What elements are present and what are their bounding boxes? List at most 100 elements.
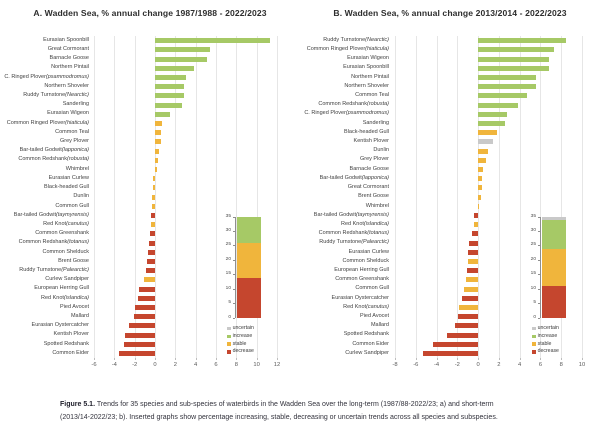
bar-decrease xyxy=(146,258,155,264)
bar-decrease xyxy=(447,332,479,338)
bar-increase xyxy=(155,84,185,90)
bar-increase xyxy=(478,93,528,99)
inset-y-tick-label: 20 xyxy=(530,256,536,262)
inset-y-tick-label: 5 xyxy=(533,300,536,306)
bar-stable xyxy=(155,166,157,172)
inset-y-tick xyxy=(233,245,235,247)
bar-decrease xyxy=(457,314,479,320)
species-label: Common Eider xyxy=(52,349,89,356)
subspecies-name: (Palearctic) xyxy=(361,239,389,246)
gridline xyxy=(582,36,583,358)
bar-uncertain xyxy=(478,139,493,145)
bar-stable xyxy=(464,286,479,292)
species-label: Sanderling xyxy=(362,119,389,126)
legend-swatch-decrease xyxy=(227,350,231,354)
bar-stable xyxy=(474,222,479,228)
species-label: Grey Plover xyxy=(359,156,389,163)
species-label: Dunlin xyxy=(73,193,89,200)
x-tick xyxy=(94,358,95,360)
species-label: Eurasian Wigeon xyxy=(47,110,89,117)
bar-increase xyxy=(155,102,182,108)
x-tick-label: 6 xyxy=(538,362,543,368)
figure-caption-text: Trends for 35 species and sub-species of… xyxy=(60,401,498,421)
x-tick-label: -6 xyxy=(413,362,419,368)
chart-title-b: B. Wadden Sea, % annual change 2013/2014… xyxy=(333,8,567,18)
species-label: Eurasian Oystercatcher xyxy=(331,294,389,301)
gridline xyxy=(415,36,417,358)
bar-stable xyxy=(155,148,159,154)
x-tick xyxy=(519,358,521,360)
inset-segment-uncertain xyxy=(542,217,566,220)
subspecies-name: (psammodromus) xyxy=(345,110,389,117)
x-tick-label: 10 xyxy=(578,362,586,368)
bar-stable xyxy=(155,120,162,126)
x-tick xyxy=(478,358,480,360)
species-label: Common Redshank (robusta) xyxy=(18,156,89,163)
legend-item-stable: stable xyxy=(227,341,254,347)
species-label: Ruddy Turnstone (Palearctic) xyxy=(19,266,89,273)
bar-decrease xyxy=(433,341,479,347)
inset-axis xyxy=(540,217,541,318)
inset-y-tick xyxy=(538,274,540,276)
species-label: Whimbrel xyxy=(65,165,89,172)
bar-stable xyxy=(152,185,155,191)
bar-stable xyxy=(478,166,483,172)
species-label: Common Shelduck xyxy=(342,257,389,264)
species-label: Bar-tailed Godwit (lapponica) xyxy=(319,174,389,181)
species-label: C. Ringed Plover (psammodromus) xyxy=(304,110,389,117)
x-tick xyxy=(155,358,156,360)
legend-swatch-stable xyxy=(532,342,536,346)
inset-y-tick-label: 10 xyxy=(530,285,536,291)
bar-increase xyxy=(155,38,270,44)
x-tick xyxy=(415,358,417,360)
x-tick xyxy=(436,358,438,360)
species-label: Eurasian Oystercatcher xyxy=(31,322,89,329)
bar-decrease xyxy=(149,231,155,237)
x-tick-label: 6 xyxy=(214,362,218,368)
legend-swatch-uncertain xyxy=(532,326,536,331)
x-tick xyxy=(561,358,563,360)
inset-y-tick-label: 0 xyxy=(533,314,536,320)
species-label: Pied Avocet xyxy=(60,303,89,310)
legend-item-decrease: decrease xyxy=(227,349,254,354)
subspecies-name: (totanus) xyxy=(367,230,389,237)
inset-segment-decrease xyxy=(542,286,566,318)
species-label: C. Ringed Plover (psammodromus) xyxy=(4,73,89,80)
legend-label: increase xyxy=(232,332,253,339)
species-label: Black-headed Gull xyxy=(344,128,389,135)
x-tick xyxy=(114,358,116,360)
x-tick xyxy=(216,358,217,360)
inset-legend: uncertain increase stable decrease xyxy=(532,325,559,357)
bar-decrease xyxy=(124,332,155,338)
species-label: Red Knot (islandica) xyxy=(40,294,89,301)
inset-y-tick xyxy=(538,230,540,232)
legend-label: stable xyxy=(537,340,552,347)
species-label: Whimbrel xyxy=(365,202,389,209)
gridline xyxy=(277,36,278,358)
species-label: Northern Pintail xyxy=(351,73,389,80)
species-label: Sanderling xyxy=(62,101,89,108)
subspecies-name: (lapponica) xyxy=(361,174,389,181)
species-label: Common Teal xyxy=(355,92,389,99)
gridline xyxy=(155,36,156,358)
bar-stable xyxy=(478,185,483,191)
x-tick xyxy=(498,358,500,360)
inset-y-tick-label: 35 xyxy=(225,213,231,219)
inset-y-tick xyxy=(538,303,540,305)
subspecies-name: (Nearctic) xyxy=(65,92,89,99)
subspecies-name: (Palearctic) xyxy=(61,266,89,273)
x-tick-label: -2 xyxy=(454,362,460,368)
species-label: European Herring Gull xyxy=(334,266,389,273)
species-label: Mallard xyxy=(70,312,89,319)
species-label: Red Knot (canutus) xyxy=(43,220,89,227)
bar-decrease xyxy=(455,323,479,329)
species-label: Eurasian Curlew xyxy=(348,248,389,255)
species-label: Spotted Redshank xyxy=(343,331,389,338)
bar-decrease xyxy=(147,249,155,255)
subspecies-name: (islandica) xyxy=(363,220,389,227)
species-label: Common Redshank (robusta) xyxy=(318,101,389,108)
species-label: Northern Pintail xyxy=(51,64,89,71)
species-label: Common Redshank (totanus) xyxy=(318,230,389,237)
bar-increase xyxy=(155,93,184,99)
inset-chart: 0 5 10 15 20 25 30 35 uncertain increase stable dec… xyxy=(226,214,325,354)
